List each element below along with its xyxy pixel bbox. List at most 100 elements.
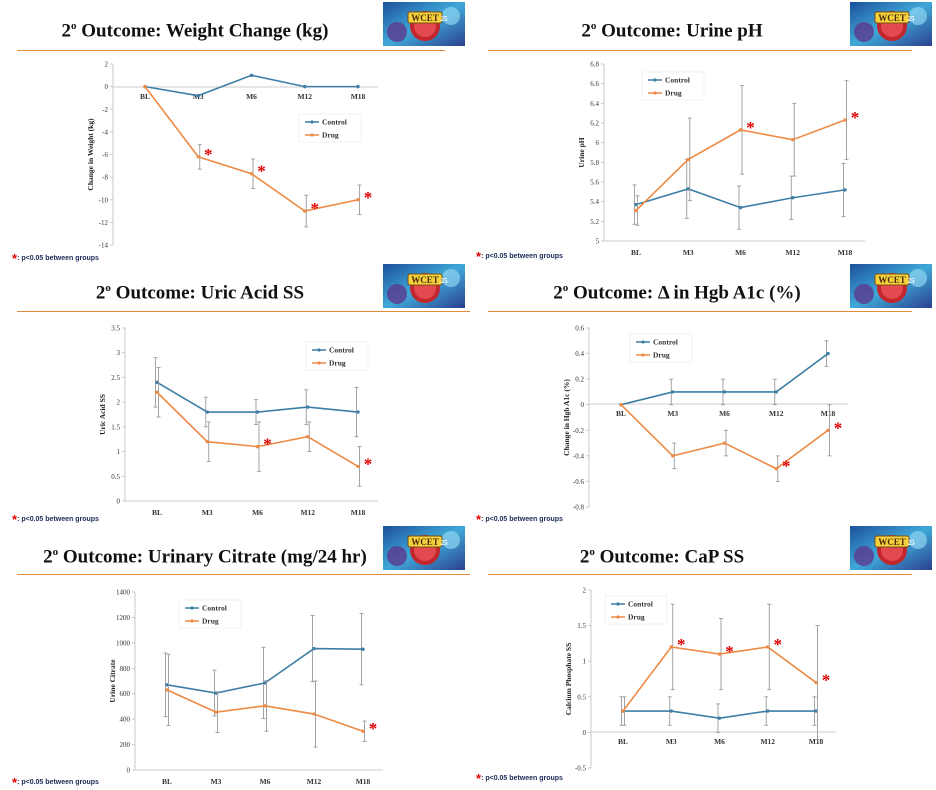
y-tick-label: 6.8	[590, 61, 599, 69]
wcet-logo-icon	[850, 526, 932, 570]
y-tick-label: 0	[581, 401, 585, 409]
y-tick-label: 0	[583, 729, 587, 737]
legend-label: Drug	[665, 89, 682, 98]
significance-asterisk-icon: *	[822, 671, 831, 690]
data-point	[826, 351, 830, 356]
chart-title: 2o Outcome: CaP SS	[579, 546, 745, 568]
x-tick-label: M12	[785, 248, 800, 257]
data-point	[255, 410, 260, 414]
data-point	[255, 444, 260, 449]
x-tick-label: M6	[714, 737, 725, 746]
title-rule	[17, 574, 470, 575]
wcet-logo-icon	[850, 2, 932, 46]
x-tick-label: M12	[769, 409, 784, 418]
data-point	[766, 645, 770, 649]
data-point	[671, 390, 675, 394]
y-tick-label: 1.5	[111, 423, 120, 431]
y-tick-label: 5.4	[590, 198, 599, 206]
x-tick-label: M6	[260, 777, 271, 786]
significance-asterisk-icon: *	[263, 435, 272, 454]
data-point	[165, 683, 169, 687]
legend-marker	[317, 348, 321, 352]
y-tick-label: 2.5	[111, 374, 120, 382]
legend-box	[305, 341, 369, 371]
data-point	[826, 428, 830, 432]
data-point	[634, 208, 638, 213]
y-tick-label: -0.4	[573, 452, 585, 460]
x-tick-label: M12	[307, 777, 322, 786]
significance-footnote: *: p<0.05 between groups	[12, 512, 99, 527]
x-tick-label: M3	[683, 248, 694, 257]
x-tick-label: M12	[300, 508, 315, 517]
data-point	[196, 155, 200, 159]
y-axis-label: Change in Weight (kg)	[86, 118, 95, 191]
asterisk-icon: *	[476, 249, 482, 264]
data-point	[303, 84, 307, 89]
data-point	[621, 709, 625, 713]
asterisk-icon: *	[12, 251, 18, 266]
y-tick-label: 1400	[116, 589, 131, 597]
y-tick-label: 1.5	[577, 622, 586, 630]
data-point	[738, 205, 743, 210]
significance-footnote: *: p<0.05 between groups	[476, 771, 563, 786]
y-tick-label: -14	[99, 242, 109, 250]
series-line-drug	[166, 689, 364, 732]
y-tick-label: 1000	[116, 639, 131, 647]
y-tick-label: -8	[102, 174, 108, 182]
series-line-control	[635, 188, 846, 209]
x-tick-label: BL	[618, 737, 628, 746]
data-point	[306, 435, 310, 439]
data-point	[774, 390, 778, 394]
x-tick-label: BL	[631, 248, 641, 257]
data-point	[205, 410, 209, 414]
x-tick-label: M6	[719, 409, 730, 418]
legend-label: Control	[322, 118, 347, 127]
significance-asterisk-icon: *	[746, 118, 755, 137]
x-tick-label: M3	[666, 737, 677, 746]
y-tick-label: 0	[127, 767, 131, 775]
y-tick-label: 1	[117, 448, 121, 456]
x-tick-label: M18	[351, 92, 366, 101]
legend-marker	[310, 120, 314, 124]
title-rule	[17, 311, 470, 312]
y-tick-label: 0	[117, 498, 121, 506]
y-tick-label: 1	[583, 658, 587, 666]
x-tick-label: M3	[211, 777, 222, 786]
legend-marker	[653, 91, 657, 95]
panel-hgb-a1c: 2o Outcome: Δ in Hgb A1c (%) 0.6 0.4 0.2 0 -…	[468, 262, 936, 524]
x-tick-label: M18	[838, 248, 853, 257]
asterisk-icon: *	[12, 775, 18, 790]
wcet-logo-icon	[850, 264, 932, 308]
y-tick-label: -0.8	[573, 504, 585, 512]
series-line-drug	[622, 646, 817, 712]
wcet-logo-icon	[383, 2, 465, 46]
y-tick-label: 6.4	[590, 100, 599, 108]
data-point	[717, 716, 722, 720]
y-tick-label: 6	[596, 139, 600, 147]
y-tick-label: 6.6	[590, 80, 599, 88]
data-point	[165, 688, 169, 692]
y-tick-label: 5.8	[590, 159, 599, 167]
y-tick-label: 400	[120, 716, 131, 724]
y-tick-label: 0.5	[111, 473, 120, 481]
chart-title: 2o Outcome: Urine pH	[581, 20, 763, 42]
y-tick-label: 5	[596, 238, 600, 246]
data-point	[263, 704, 267, 708]
data-point	[669, 709, 673, 713]
data-point	[155, 380, 159, 385]
data-point	[303, 209, 307, 213]
data-point	[738, 128, 743, 132]
data-point	[717, 652, 722, 656]
line-chart: 3.5 3 2.5 2 1.5 1 0.5 0 BL M3 M6 M12 M18 Uric Acid SS…	[98, 325, 378, 517]
y-tick-label: 0.4	[575, 350, 584, 358]
significance-asterisk-icon: *	[782, 457, 791, 476]
legend-label: Control	[665, 76, 690, 85]
legend-marker	[616, 602, 620, 606]
x-tick-label: M18	[809, 737, 824, 746]
y-tick-label: 5.6	[590, 179, 599, 187]
data-point	[312, 646, 316, 651]
data-point	[634, 202, 638, 207]
data-point	[361, 729, 365, 733]
asterisk-icon: *	[476, 512, 482, 527]
y-tick-label: 2	[583, 587, 587, 595]
